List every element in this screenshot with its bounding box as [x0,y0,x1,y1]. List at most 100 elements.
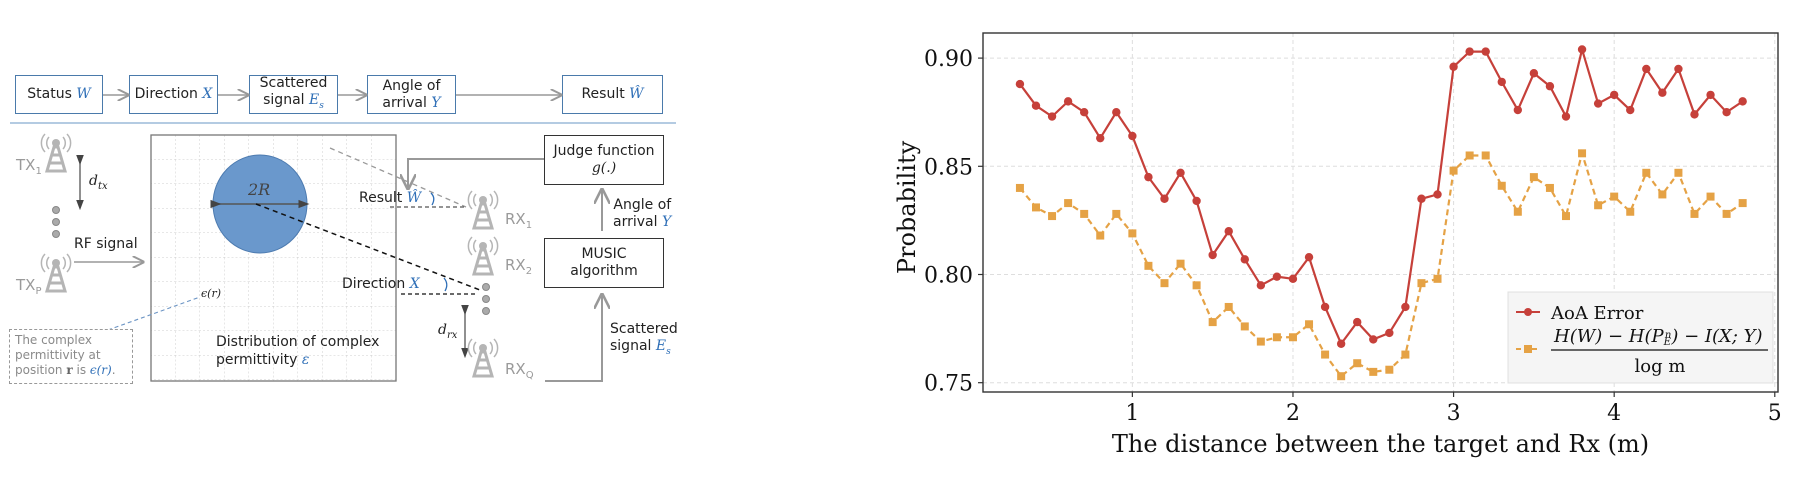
line-entropy-bound [1019,149,1744,378]
point-aoa-error [1642,64,1651,74]
point-entropy-bound [1337,372,1346,381]
rx2-label: RX2 [505,256,533,277]
point-aoa-error [1738,97,1747,106]
flow-aoa-line1: Angle of [382,77,441,94]
point-aoa-error [1465,47,1474,56]
point-entropy-bound [1048,212,1057,221]
point-entropy-bound [1497,181,1506,190]
legend-entry-entropy-bound: H(W) − H(PEn) − I(X; Y) log m [1516,326,1768,377]
point-entropy-bound [1208,318,1217,327]
tx1-label: TX1 [16,156,42,177]
point-aoa-error [1256,281,1266,290]
rf-signal-label: RF signal [74,236,138,252]
point-aoa-error [1722,108,1731,117]
result-angle-arc [430,192,435,206]
antenna-icon-rx1 [467,190,499,230]
point-aoa-error [1208,250,1217,260]
point-entropy-bound [1449,166,1458,175]
point-entropy-bound [1481,151,1490,160]
x-tick-label: 2 [1286,401,1300,426]
point-aoa-error [1288,274,1298,284]
point-entropy-bound [1240,322,1249,331]
point-entropy-bound [1706,192,1715,201]
point-entropy-bound [1096,231,1105,240]
rx-dot-3 [482,307,490,315]
judge-line2: g(.) [591,160,617,176]
point-entropy-bound [1674,168,1683,177]
line-chart: 1 2 3 4 5 0.75 0.80 0.85 0.90 The distance betwe… [893,32,1782,458]
point-entropy-bound [1144,261,1153,270]
point-entropy-bound [1224,302,1233,311]
tx-dot-1 [52,206,60,214]
point-entropy-bound [1722,209,1731,218]
line-aoa-error [1019,45,1744,346]
y-tick-label: 0.80 [924,263,973,288]
y-tick-label: 0.90 [924,47,973,72]
point-entropy-bound [1690,209,1699,218]
point-aoa-error [1160,194,1169,203]
y-tick-label: 0.75 [924,372,973,397]
antenna-icon-rx2 [467,236,499,276]
point-aoa-error [1449,62,1458,71]
point-entropy-bound [1015,183,1024,192]
result-w-hat-label: Result Ŵ [359,190,422,206]
flow-box-scattered-signal: Scattered signal Es [249,75,338,114]
legend-marker-aoa-error [1524,308,1532,316]
legend-denominator: log m [1635,356,1686,377]
tx-dot-2 [52,218,60,226]
point-entropy-bound [1176,259,1185,268]
scattered-side-label: Scattered signal Es [610,321,678,357]
y-axis-label: Probability [893,140,921,274]
eps-leader-line [107,296,201,331]
x-tick-label: 3 [1447,401,1461,426]
eps-r-label: ϵ(r) [201,287,222,300]
point-entropy-bound [1433,274,1442,283]
point-aoa-error [1031,101,1041,110]
point-entropy-bound [1594,201,1603,210]
point-aoa-error [1401,302,1410,312]
drx-label: drx [438,322,458,341]
distribution-label: Distribution of complex permittivity ε [216,334,380,368]
rx-dot-1 [482,283,490,291]
point-aoa-error [1385,328,1394,338]
judge-line1: Judge function [553,143,655,159]
var-y: Y [431,94,441,111]
legend-marker-entropy-bound [1524,345,1532,353]
var-w: W [76,86,91,102]
point-aoa-error [1674,64,1683,74]
point-aoa-error [1224,227,1233,236]
point-aoa-error [1079,108,1089,117]
point-entropy-bound [1353,359,1362,368]
tick-layer: 1 2 3 4 5 0.75 0.80 0.85 0.90 [924,47,1782,426]
result-ray [329,147,467,208]
var-w-hat: Ŵ [629,86,644,102]
point-aoa-error [1626,105,1635,115]
legend-numerator: H(W) − H(PEn) − I(X; Y) [1553,326,1763,348]
point-aoa-error [1144,172,1153,182]
point-entropy-bound [1529,173,1538,182]
point-aoa-error [1353,317,1362,327]
point-aoa-error [1561,112,1571,121]
flow-status-label: Status [27,86,72,102]
point-aoa-error [1497,77,1506,87]
permittivity-note: The complex permittivity at position r i… [9,329,133,384]
diagram-lines [10,0,676,382]
point-aoa-error [1529,69,1539,78]
rx1-label: RX1 [505,210,533,231]
music-line2: algorithm [570,263,638,279]
flow-scattered-line1: Scattered [259,74,328,91]
scattered-up-arrow [545,295,602,382]
dtx-label: dtx [89,173,108,192]
antenna-icon-tx1 [40,133,72,173]
point-entropy-bound [1626,207,1635,216]
point-aoa-error [1128,131,1137,141]
series-entropy-bound [1015,149,1747,381]
point-entropy-bound [1545,183,1554,192]
point-entropy-bound [1562,212,1570,221]
point-aoa-error [1015,79,1025,89]
point-entropy-bound [1658,190,1667,199]
point-entropy-bound [1192,281,1201,290]
feedback-arrow [408,158,544,188]
flow-direction-label: Direction [134,86,198,102]
flow-result-label: Result [581,86,625,102]
